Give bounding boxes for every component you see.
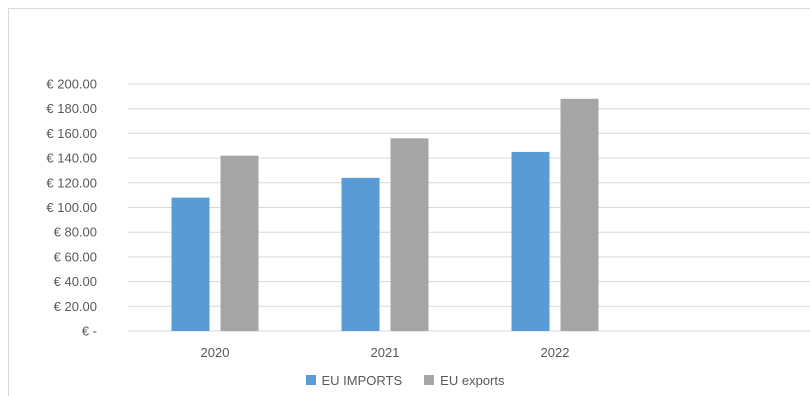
bar-exports-2022 <box>560 98 599 331</box>
legend-item-imports: EU IMPORTS <box>305 372 403 388</box>
gridlines <box>128 83 810 332</box>
legend: EU IMPORTS EU exports <box>0 371 810 389</box>
y-tick-label: € 60.00 <box>54 249 97 264</box>
bar-exports-2020 <box>220 155 259 331</box>
y-tick-label: € 160.00 <box>46 126 97 141</box>
legend-item-exports: EU exports <box>424 373 504 388</box>
x-axis-tick-labels: 2020 2021 2022 <box>201 345 570 360</box>
legend-swatch-exports <box>424 375 435 385</box>
y-tick-label: € 100.00 <box>46 200 97 215</box>
y-axis-tick-labels: € - € 20.00 € 40.00 € 60.00 € 80.00 € 100.00 €… <box>46 77 97 339</box>
bars <box>171 98 599 331</box>
y-tick-label: € 140.00 <box>46 151 97 166</box>
bar-imports-2020 <box>171 197 210 331</box>
y-tick-label: € 40.00 <box>54 274 97 289</box>
x-tick-label: 2022 <box>541 345 570 360</box>
legend-swatch-imports <box>305 375 316 385</box>
y-tick-label: € 120.00 <box>46 175 97 190</box>
y-tick-label: € 180.00 <box>46 101 97 116</box>
bar-imports-2021 <box>341 177 380 331</box>
y-tick-label: € 200.00 <box>46 77 97 92</box>
bar-exports-2021 <box>390 138 429 331</box>
legend-label-imports: EU IMPORTS <box>321 372 403 388</box>
legend-label-exports: EU exports <box>440 372 505 388</box>
bar-imports-2022 <box>511 151 550 331</box>
x-tick-label: 2020 <box>201 345 230 360</box>
x-tick-label: 2021 <box>371 345 400 360</box>
y-tick-label: € 20.00 <box>54 299 97 314</box>
y-tick-label: € 80.00 <box>54 225 97 240</box>
y-tick-label: € - <box>82 324 97 339</box>
